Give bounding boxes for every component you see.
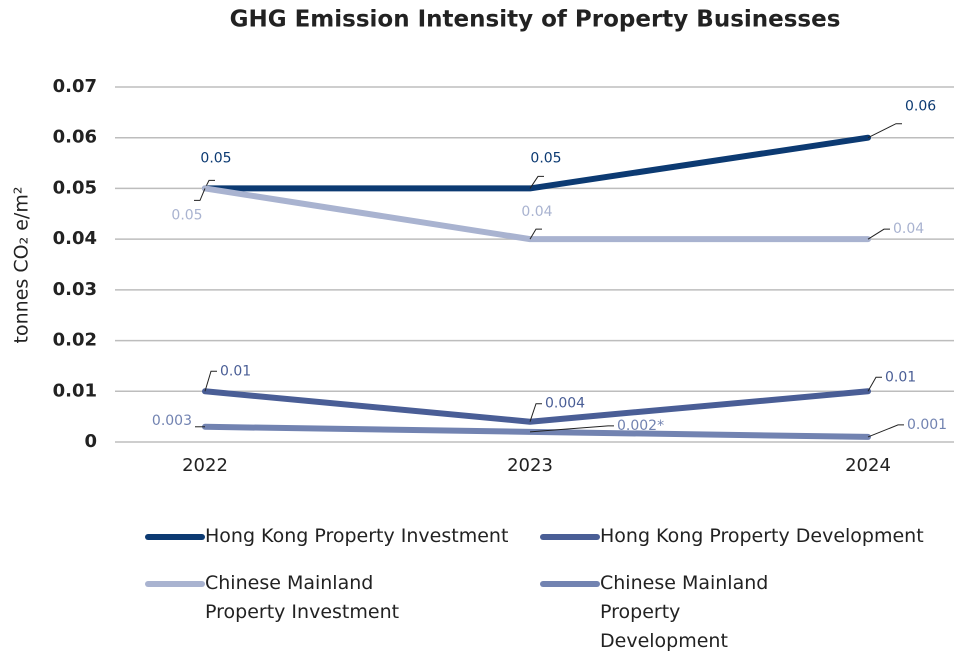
- y-tick-label: 0.05: [53, 177, 97, 198]
- chart-title: GHG Emission Intensity of Property Busin…: [230, 7, 841, 33]
- leader-line: [194, 188, 206, 201]
- leader-line: [529, 403, 542, 422]
- legend-swatch: [145, 581, 205, 587]
- y-tick-label: 0.01: [53, 380, 97, 401]
- y-axis-label: tonnes CO₂ e/m²: [11, 187, 33, 344]
- data-label: 0.002*: [617, 418, 664, 434]
- leader-line: [529, 175, 544, 189]
- data-label: 0.04: [893, 221, 924, 237]
- leader-line: [867, 424, 904, 438]
- legend-label: Hong Kong Property Development: [600, 525, 924, 547]
- data-label: 0.003: [152, 413, 192, 429]
- legend-entry: Chinese Mainland Property Development: [540, 569, 950, 656]
- data-label: 0.04: [521, 204, 552, 220]
- legend-label: Hong Kong Property Investment: [205, 525, 509, 547]
- data-label: 0.004: [545, 396, 585, 412]
- legend-swatch: [540, 534, 600, 540]
- leader-line: [867, 376, 882, 392]
- series-line: [202, 388, 871, 425]
- leader-line: [204, 370, 217, 392]
- leader-line: [867, 228, 890, 240]
- legend-entry: Hong Kong Property Investment: [145, 522, 540, 551]
- y-tick-label: 0.06: [53, 127, 97, 148]
- x-tick-label: 2023: [507, 455, 553, 476]
- data-label: 0.001: [907, 417, 947, 433]
- data-label: 0.06: [905, 99, 936, 115]
- legend-swatch: [540, 581, 600, 587]
- leader-line: [867, 123, 902, 139]
- data-label: 0.05: [200, 150, 231, 166]
- leader-line: [529, 425, 614, 433]
- y-tick-label: 0: [84, 431, 97, 452]
- legend-entry: Chinese Mainland Property Investment: [145, 569, 540, 656]
- data-label: 0.05: [171, 207, 202, 223]
- y-tick-label: 0.04: [53, 228, 97, 249]
- page: GHG Emission Intensity of Property Busin…: [10, 6, 954, 652]
- data-label: 0.01: [220, 363, 251, 379]
- legend: Hong Kong Property Investment Hong Kong P…: [145, 522, 950, 656]
- y-tick-label: 0.02: [53, 330, 97, 351]
- y-tick-label: 0.07: [53, 76, 97, 97]
- data-label: 0.05: [530, 150, 561, 166]
- chart: GHG Emission Intensity of Property Busin…: [11, 7, 954, 476]
- legend-label: Chinese Mainland Property Investment: [205, 572, 400, 623]
- x-tick-label: 2022: [182, 455, 228, 476]
- leader-line: [529, 228, 542, 240]
- legend-label: Chinese Mainland Property Development: [600, 572, 769, 652]
- data-label: 0.01: [885, 369, 916, 385]
- legend-swatch: [145, 534, 205, 540]
- legend-entry: Hong Kong Property Development: [540, 522, 950, 551]
- y-tick-label: 0.03: [53, 279, 97, 300]
- x-tick-label: 2024: [845, 455, 891, 476]
